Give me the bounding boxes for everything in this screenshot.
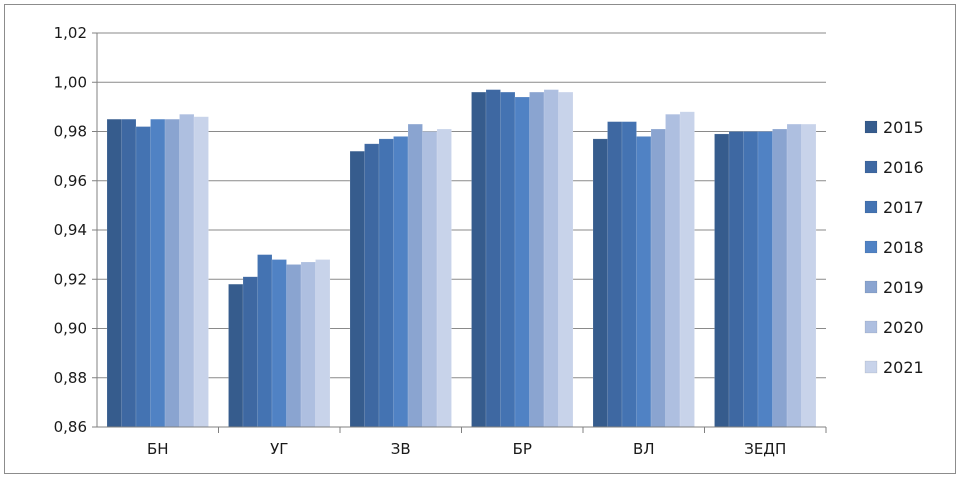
bar-2015-4 xyxy=(592,138,608,428)
bar-2016-2 xyxy=(364,143,380,428)
bar-2018-2 xyxy=(393,136,409,428)
bar-2020-3 xyxy=(543,89,559,428)
bar-2018-3 xyxy=(514,96,530,428)
bar-2021-4 xyxy=(679,111,695,428)
bar-2015-1 xyxy=(228,283,244,428)
x-category-label: УГ xyxy=(270,440,288,458)
legend-label: 2020 xyxy=(883,318,924,337)
legend-swatch xyxy=(864,360,878,374)
bar-2017-2 xyxy=(378,138,394,428)
chart-frame: 0,86 0,88 0,90 0,92 0,94 0,96 0,98 1,00 1,02 БН У… xyxy=(4,4,956,474)
bar-2021-1 xyxy=(315,259,331,428)
bar-2018-1 xyxy=(271,259,287,428)
x-category-label: ЗВ xyxy=(391,440,411,458)
bar-2017-4 xyxy=(621,121,637,428)
bar-2016-4 xyxy=(607,121,623,428)
bar-2021-2 xyxy=(436,128,452,428)
bar-2015-0 xyxy=(106,118,122,428)
legend-swatch xyxy=(864,280,878,294)
legend-swatch xyxy=(864,320,878,334)
legend-swatch xyxy=(864,240,878,254)
legend-label: 2017 xyxy=(883,198,924,217)
bar-2018-5 xyxy=(757,131,773,428)
x-category-label: ВЛ xyxy=(633,440,655,458)
bar-2019-5 xyxy=(772,128,788,428)
legend-label: 2016 xyxy=(883,158,924,177)
bar-2020-2 xyxy=(422,131,438,428)
bar-chart: 0,86 0,88 0,90 0,92 0,94 0,96 0,98 1,00 1,02 БН У… xyxy=(54,24,924,458)
y-tick-label: 0,96 xyxy=(54,172,87,190)
bar-2017-3 xyxy=(500,91,516,428)
bar-2019-1 xyxy=(286,264,302,428)
y-tick-label: 0,94 xyxy=(54,221,87,239)
bar-2016-0 xyxy=(121,118,137,428)
bar-2021-0 xyxy=(193,116,209,428)
bar-2015-5 xyxy=(714,133,730,428)
bar-2021-5 xyxy=(801,123,817,428)
legend-label: 2015 xyxy=(883,118,924,137)
y-tick-label: 0,92 xyxy=(54,270,87,288)
bar-2018-4 xyxy=(636,136,652,428)
y-tick-label: 0,88 xyxy=(54,369,87,387)
x-category-label: БР xyxy=(513,440,532,458)
legend-swatch xyxy=(864,200,878,214)
legend-swatch xyxy=(864,160,878,174)
legend-label: 2019 xyxy=(883,278,924,297)
legend-label: 2018 xyxy=(883,238,924,257)
bar-2017-0 xyxy=(135,126,151,428)
y-tick-label: 1,02 xyxy=(54,24,87,42)
bar-2020-4 xyxy=(665,114,681,428)
bar-2017-5 xyxy=(743,131,759,428)
x-category-label: ЗЕДП xyxy=(744,440,786,458)
bar-2020-5 xyxy=(786,123,802,428)
bar-2019-2 xyxy=(407,123,423,428)
y-tick-label: 0,90 xyxy=(54,320,87,338)
bar-2016-3 xyxy=(485,89,501,428)
legend-label: 2021 xyxy=(883,358,924,377)
bar-2019-4 xyxy=(650,128,666,428)
bar-2015-3 xyxy=(471,91,487,428)
y-tick-label: 0,86 xyxy=(54,418,87,436)
legend-swatch xyxy=(864,120,878,134)
y-tick-label: 1,00 xyxy=(54,73,87,91)
bar-2021-3 xyxy=(558,91,574,428)
bar-2016-5 xyxy=(728,131,744,428)
bar-2019-0 xyxy=(164,118,180,428)
bar-2015-2 xyxy=(349,150,365,428)
x-category-label: БН xyxy=(147,440,169,458)
bar-2018-0 xyxy=(150,118,166,428)
bar-2017-1 xyxy=(257,254,273,428)
y-tick-label: 0,98 xyxy=(54,123,87,141)
bar-2020-1 xyxy=(300,261,316,428)
bar-2016-1 xyxy=(242,276,258,428)
bar-2020-0 xyxy=(179,114,195,428)
bar-2019-3 xyxy=(529,91,545,428)
